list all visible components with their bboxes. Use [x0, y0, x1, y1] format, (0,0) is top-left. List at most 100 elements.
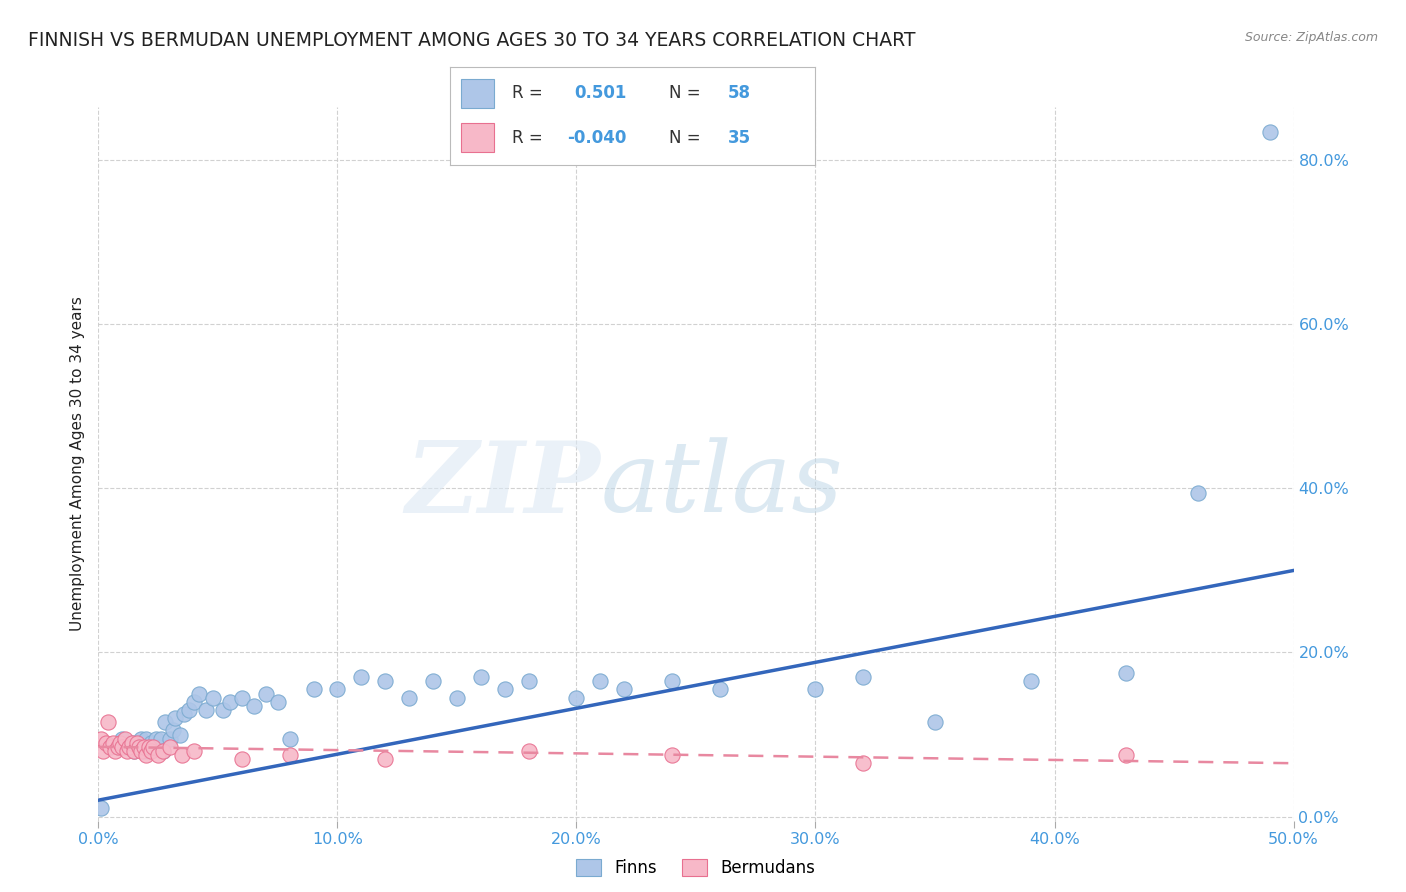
Legend: Finns, Bermudans: Finns, Bermudans — [569, 852, 823, 884]
Point — [101, 736, 124, 750]
Point — [169, 727, 191, 741]
Bar — [461, 78, 494, 108]
Point — [132, 739, 155, 754]
Point — [709, 682, 731, 697]
Point — [422, 674, 444, 689]
Point — [97, 715, 120, 730]
Point — [852, 756, 875, 771]
Point — [121, 736, 143, 750]
Point — [135, 747, 157, 762]
Text: FINNISH VS BERMUDAN UNEMPLOYMENT AMONG AGES 30 TO 34 YEARS CORRELATION CHART: FINNISH VS BERMUDAN UNEMPLOYMENT AMONG A… — [28, 31, 915, 50]
Point — [1258, 125, 1281, 139]
Point — [231, 752, 253, 766]
Point — [278, 731, 301, 746]
Point — [163, 711, 186, 725]
Point — [173, 706, 195, 721]
Text: N =: N = — [669, 128, 700, 146]
Point — [142, 739, 165, 754]
Point — [124, 744, 146, 758]
Text: 58: 58 — [728, 85, 751, 103]
Point — [374, 674, 396, 689]
Point — [613, 682, 636, 697]
Point — [211, 703, 233, 717]
Point — [183, 744, 205, 758]
Point — [162, 723, 184, 738]
Point — [138, 744, 160, 758]
Point — [159, 739, 181, 754]
Point — [152, 744, 174, 758]
Point — [183, 695, 205, 709]
Point — [107, 739, 129, 754]
Point — [1115, 747, 1137, 762]
Point — [194, 703, 218, 717]
Y-axis label: Unemployment Among Ages 30 to 34 years: Unemployment Among Ages 30 to 34 years — [70, 296, 86, 632]
Point — [661, 747, 683, 762]
Point — [148, 739, 170, 754]
Point — [278, 747, 301, 762]
Point — [121, 736, 143, 750]
Point — [111, 731, 134, 746]
Point — [90, 731, 112, 746]
Point — [131, 744, 153, 758]
Text: 0.501: 0.501 — [574, 85, 627, 103]
Text: ZIP: ZIP — [405, 437, 600, 533]
Text: N =: N = — [669, 85, 700, 103]
Point — [172, 747, 194, 762]
Point — [302, 682, 325, 697]
Point — [115, 744, 138, 758]
Point — [132, 744, 155, 758]
Point — [111, 739, 134, 754]
Point — [219, 695, 242, 709]
Point — [179, 703, 201, 717]
Point — [470, 670, 492, 684]
Bar — [461, 123, 494, 153]
Point — [125, 736, 148, 750]
Point — [446, 690, 468, 705]
Text: R =: R = — [512, 85, 543, 103]
Point — [374, 752, 396, 766]
Point — [91, 744, 114, 758]
Point — [159, 731, 181, 746]
Point — [350, 670, 373, 684]
Point — [326, 682, 349, 697]
Point — [125, 736, 148, 750]
Text: R =: R = — [512, 128, 543, 146]
Point — [661, 674, 683, 689]
Point — [107, 739, 129, 754]
Point — [98, 739, 122, 754]
Point — [90, 801, 112, 815]
Point — [142, 739, 165, 754]
Point — [398, 690, 420, 705]
Point — [804, 682, 827, 697]
Point — [517, 744, 540, 758]
Text: atlas: atlas — [600, 438, 844, 533]
Point — [924, 715, 946, 730]
Point — [152, 744, 174, 758]
Point — [124, 744, 146, 758]
Text: -0.040: -0.040 — [567, 128, 626, 146]
Point — [138, 739, 160, 754]
Point — [128, 739, 150, 754]
Point — [139, 744, 162, 758]
Point — [267, 695, 290, 709]
Point — [114, 731, 136, 746]
Text: 35: 35 — [728, 128, 751, 146]
Point — [254, 686, 277, 700]
Point — [131, 731, 153, 746]
Point — [565, 690, 588, 705]
Point — [118, 739, 141, 754]
Point — [128, 739, 150, 754]
Point — [1019, 674, 1042, 689]
Point — [115, 739, 138, 754]
Point — [852, 670, 875, 684]
Text: Source: ZipAtlas.com: Source: ZipAtlas.com — [1244, 31, 1378, 45]
Point — [517, 674, 540, 689]
Point — [145, 731, 167, 746]
Point — [231, 690, 253, 705]
Point — [187, 686, 209, 700]
Point — [148, 747, 170, 762]
Point — [108, 736, 131, 750]
Point — [104, 744, 127, 758]
Point — [135, 731, 157, 746]
Point — [155, 715, 177, 730]
